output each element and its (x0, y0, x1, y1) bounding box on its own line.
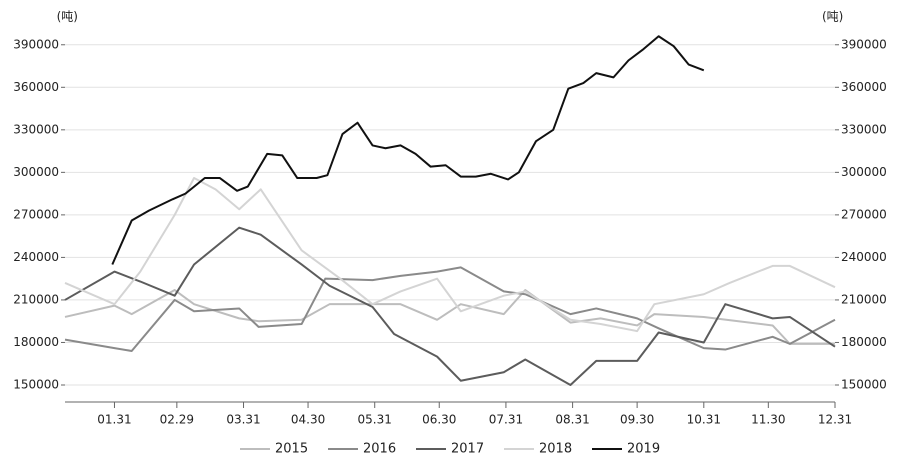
x-tick-label: 09.30 (620, 413, 654, 427)
x-tick-label: 07.31 (489, 413, 523, 427)
legend-label: 2018 (539, 442, 572, 457)
x-tick-label: 02.29 (160, 413, 194, 427)
x-tick-label: 03.31 (226, 413, 260, 427)
x-tick-label: 08.31 (555, 413, 589, 427)
series-line (64, 177, 836, 333)
x-tick-label: 04.30 (291, 413, 325, 427)
y2-tick-label: 390000 (841, 37, 887, 51)
y-axis-label: (吨) (57, 10, 78, 24)
x-tick-label: 06.30 (422, 413, 456, 427)
series-line (64, 289, 835, 345)
y-tick-label: 270000 (13, 207, 59, 221)
y-tick-label: 300000 (13, 165, 59, 179)
y2-tick-label: 360000 (841, 80, 887, 94)
y-tick-label: 180000 (13, 335, 59, 349)
y-tick-label: 210000 (13, 292, 59, 306)
y2-tick-label: 330000 (841, 122, 887, 136)
y-tick-label: 240000 (13, 250, 59, 264)
y2-tick-label: 270000 (841, 207, 887, 221)
y2-tick-label: 240000 (841, 250, 887, 264)
y-tick-label: 360000 (13, 80, 59, 94)
y2-tick-label: 300000 (841, 165, 887, 179)
y-tick-label: 330000 (13, 122, 59, 136)
x-tick-label: 05.31 (358, 413, 392, 427)
y-tick-label: 150000 (13, 377, 59, 391)
series-line (111, 35, 705, 265)
y2-axis-label: (吨) (822, 10, 843, 24)
y2-tick-label: 210000 (841, 292, 887, 306)
legend-label: 2016 (363, 442, 396, 457)
x-tick-label: 11.30 (751, 413, 785, 427)
x-tick-label: 12.31 (818, 413, 852, 427)
y2-tick-label: 150000 (841, 377, 887, 391)
x-tick-label: 10.31 (687, 413, 721, 427)
y2-tick-label: 180000 (841, 335, 887, 349)
legend-label: 2015 (275, 442, 308, 457)
series-line (64, 226, 836, 386)
series-line (64, 266, 836, 352)
legend-label: 2017 (451, 442, 484, 457)
x-tick-label: 01.31 (97, 413, 131, 427)
y-tick-label: 390000 (13, 37, 59, 51)
legend-label: 2019 (627, 442, 660, 457)
